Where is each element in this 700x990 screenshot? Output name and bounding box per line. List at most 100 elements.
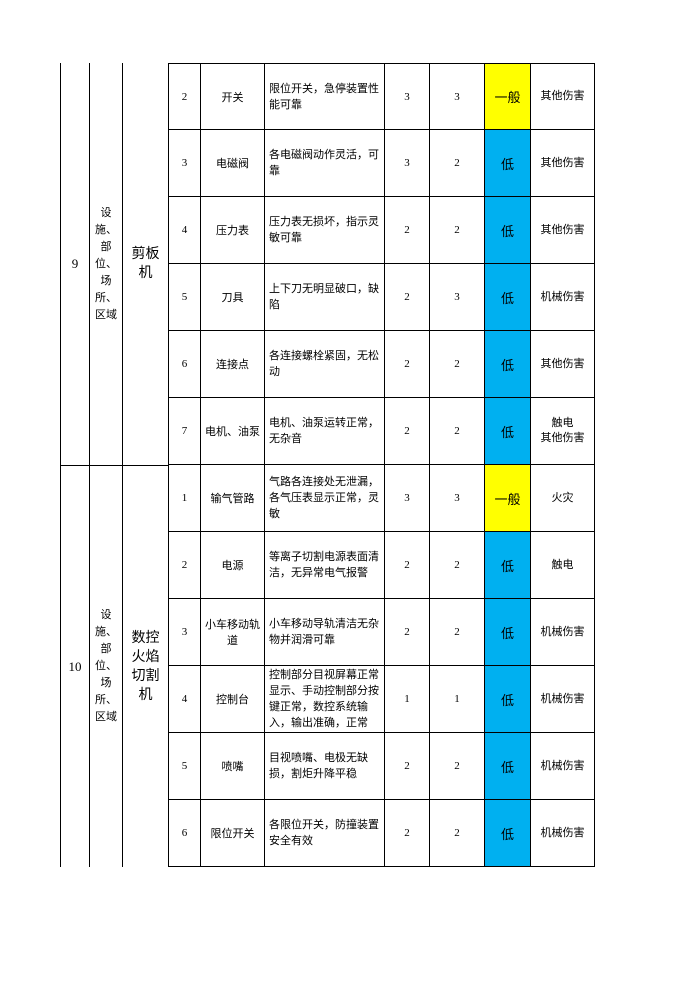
cell-standard: 各连接螺栓紧固，无松动 bbox=[265, 331, 385, 398]
cell-l-text: 1 bbox=[404, 693, 410, 705]
group-no-text: 10 bbox=[68, 658, 82, 674]
group-no: 9 bbox=[60, 63, 89, 465]
cell-level-text: 低 bbox=[500, 424, 514, 440]
cell-consequence: 机械伤害 bbox=[531, 666, 595, 733]
cell-l: 2 bbox=[385, 197, 430, 264]
cell-level: 低 bbox=[485, 666, 531, 733]
cell-l-text: 3 bbox=[404, 492, 410, 504]
cell-l: 3 bbox=[385, 465, 430, 532]
cell-item: 输气管路 bbox=[201, 465, 265, 532]
cell-s: 3 bbox=[430, 63, 485, 130]
cell-level-text: 低 bbox=[500, 692, 514, 708]
cell-consequence: 机械伤害 bbox=[531, 800, 595, 867]
cell-s: 2 bbox=[430, 800, 485, 867]
cell-item: 小车移动轨道 bbox=[201, 599, 265, 666]
cell-s-text: 2 bbox=[454, 425, 460, 437]
cell-item-text: 开关 bbox=[221, 91, 244, 104]
cell-consequence: 机械伤害 bbox=[531, 264, 595, 331]
cell-level: 低 bbox=[485, 733, 531, 800]
cell-item-text: 连接点 bbox=[216, 359, 249, 371]
cell-item: 连接点 bbox=[201, 331, 265, 398]
cell-s-text: 3 bbox=[454, 492, 460, 504]
cell-s-text: 2 bbox=[454, 358, 460, 370]
group-no: 10 bbox=[60, 465, 89, 867]
cell-l: 3 bbox=[385, 130, 430, 197]
cell-item: 刀具 bbox=[201, 264, 265, 331]
cell-consequence: 其他伤害 bbox=[531, 130, 595, 197]
cell-s-text: 2 bbox=[454, 157, 460, 169]
cell-l-text: 3 bbox=[404, 90, 410, 103]
cell-index-text: 4 bbox=[181, 224, 188, 236]
cell-consequence-text: 机械伤害 bbox=[540, 826, 585, 839]
cell-item: 开关 bbox=[201, 63, 265, 130]
cell-s: 2 bbox=[430, 733, 485, 800]
cell-item-text: 限位开关 bbox=[210, 828, 255, 840]
cell-item-text: 电源 bbox=[221, 560, 244, 572]
cell-l-text: 3 bbox=[404, 157, 410, 169]
cell-index-text: 4 bbox=[181, 693, 188, 705]
cell-standard-text: 电机、油泵运转正常，无杂音 bbox=[269, 417, 379, 445]
cell-item-text: 控制台 bbox=[216, 694, 249, 706]
cell-level-text: 低 bbox=[500, 223, 514, 239]
cell-consequence-text: 机械伤害 bbox=[540, 692, 585, 705]
cell-level: 低 bbox=[485, 532, 531, 599]
cell-standard: 限位开关，急停装置性能可靠 bbox=[265, 63, 385, 130]
cell-s: 3 bbox=[430, 465, 485, 532]
cell-s: 2 bbox=[430, 331, 485, 398]
cell-s-text: 2 bbox=[454, 827, 460, 839]
cell-consequence: 其他伤害 bbox=[531, 197, 595, 264]
cell-level: 低 bbox=[485, 398, 531, 465]
cell-standard: 气路各连接处无泄漏，各气压表显示正常，灵敏 bbox=[265, 465, 385, 532]
cell-consequence-text: 其他伤害 bbox=[540, 156, 585, 169]
cell-s-text: 2 bbox=[454, 559, 460, 571]
cell-index-text: 2 bbox=[181, 559, 188, 571]
cell-index: 4 bbox=[168, 666, 201, 733]
cell-index-text: 5 bbox=[181, 291, 188, 303]
cell-l-text: 2 bbox=[404, 358, 410, 370]
cell-level: 低 bbox=[485, 800, 531, 867]
group-category-text: 设施、部位、场所、区域 bbox=[95, 206, 117, 321]
cell-consequence: 触电 bbox=[531, 532, 595, 599]
cell-l-text: 2 bbox=[404, 760, 410, 772]
cell-level-text: 低 bbox=[500, 759, 514, 775]
cell-standard: 目视喷嘴、电极无缺损，割炬升降平稳 bbox=[265, 733, 385, 800]
cell-item-text: 喷嘴 bbox=[221, 761, 244, 773]
cell-l-text: 2 bbox=[404, 827, 410, 839]
cell-consequence-text: 机械伤害 bbox=[540, 625, 585, 638]
cell-item-text: 小车移动轨道 bbox=[205, 619, 260, 647]
group-category: 设施、部位、场所、区域 bbox=[89, 63, 122, 465]
cell-level: 一般 bbox=[485, 63, 531, 130]
cell-standard: 上下刀无明显破口，缺陷 bbox=[265, 264, 385, 331]
cell-s-text: 2 bbox=[454, 224, 460, 236]
cell-l-text: 2 bbox=[404, 291, 410, 303]
cell-item-text: 刀具 bbox=[221, 292, 244, 304]
cell-standard-text: 小车移动导轨清洁无杂物并润滑可靠 bbox=[269, 618, 379, 646]
cell-s-text: 3 bbox=[454, 90, 460, 103]
cell-index-text: 3 bbox=[181, 157, 188, 169]
cell-standard: 各限位开关，防撞装置安全有效 bbox=[265, 800, 385, 867]
cell-item: 控制台 bbox=[201, 666, 265, 733]
cell-l: 2 bbox=[385, 264, 430, 331]
cell-l: 2 bbox=[385, 331, 430, 398]
cell-index: 4 bbox=[168, 197, 201, 264]
cell-level-text: 低 bbox=[500, 558, 514, 574]
cell-standard: 控制部分目视屏幕正常显示、手动控制部分按键正常，数控系统输入，输出准确，正常 bbox=[265, 666, 385, 733]
cell-l: 2 bbox=[385, 800, 430, 867]
cell-standard-text: 等离子切割电源表面清洁，无异常电气报警 bbox=[269, 551, 379, 579]
cell-l-text: 2 bbox=[404, 559, 410, 571]
group-equipment-text: 数控火焰切割机 bbox=[131, 630, 160, 703]
cell-level-text: 一般 bbox=[494, 90, 521, 105]
cell-consequence-text: 其他伤害 bbox=[540, 357, 585, 370]
group-no-text: 9 bbox=[71, 256, 79, 271]
group-equipment-text: 剪板机 bbox=[131, 247, 160, 281]
cell-s: 3 bbox=[430, 264, 485, 331]
cell-l-text: 2 bbox=[404, 425, 410, 437]
cell-consequence-text: 其他伤害 bbox=[540, 223, 585, 236]
cell-standard: 小车移动导轨清洁无杂物并润滑可靠 bbox=[265, 599, 385, 666]
cell-s: 2 bbox=[430, 197, 485, 264]
cell-l: 2 bbox=[385, 599, 430, 666]
cell-index: 1 bbox=[168, 465, 201, 532]
cell-index-text: 6 bbox=[181, 358, 188, 370]
cell-l: 2 bbox=[385, 733, 430, 800]
